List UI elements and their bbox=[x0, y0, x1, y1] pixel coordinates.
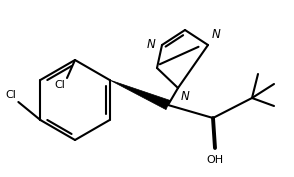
Polygon shape bbox=[110, 80, 170, 110]
Text: Cl: Cl bbox=[6, 90, 16, 100]
Text: N: N bbox=[146, 39, 155, 52]
Text: N: N bbox=[181, 90, 190, 103]
Text: Cl: Cl bbox=[54, 80, 65, 90]
Text: N: N bbox=[212, 28, 221, 41]
Text: OH: OH bbox=[206, 155, 223, 165]
